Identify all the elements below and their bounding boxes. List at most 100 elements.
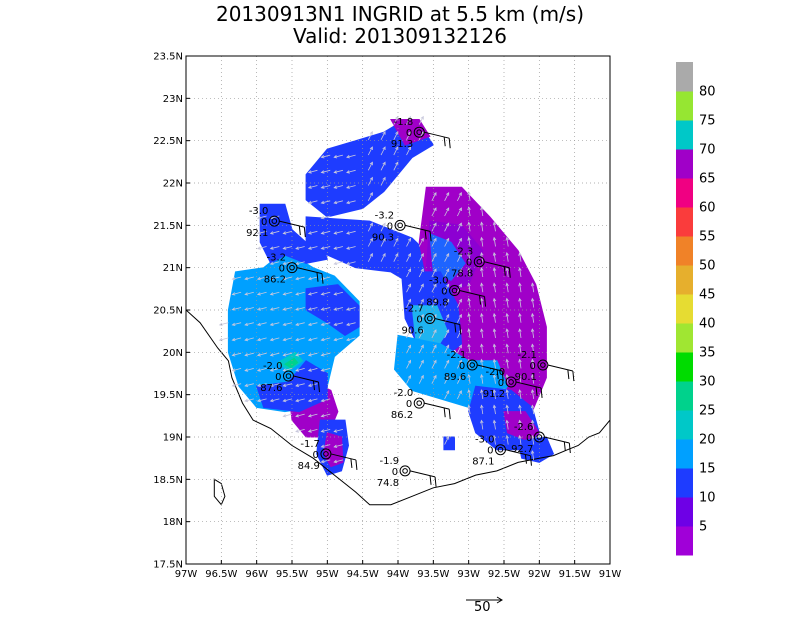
colorbar-label: 55 bbox=[699, 230, 716, 245]
station-u-value: -1.9 bbox=[380, 456, 400, 467]
station-speed-value: 91.2 bbox=[483, 389, 505, 400]
station-v-value: 0 bbox=[466, 258, 472, 269]
station-v-value: 0 bbox=[526, 433, 532, 444]
colorbar-label: 70 bbox=[699, 143, 716, 158]
colorbar: 5 10 15 20 25 30 35 40 45 50 55 60 65 70 75 80 bbox=[676, 62, 716, 556]
station-v-value: 0 bbox=[387, 221, 393, 232]
station-v-value: 0 bbox=[261, 217, 267, 228]
wind-speed-region bbox=[256, 360, 328, 413]
station-speed-value: 89.8 bbox=[426, 298, 448, 309]
x-tick-label: 95W bbox=[316, 569, 339, 580]
y-tick-label: 20.5N bbox=[153, 306, 183, 317]
colorbar-segment bbox=[676, 149, 693, 179]
station-u-value: -2.6 bbox=[514, 422, 534, 433]
colorbar-segment bbox=[676, 178, 693, 208]
station-v-value: 0 bbox=[416, 314, 422, 325]
colorbar-segment bbox=[676, 410, 693, 440]
x-tick-label: 95.5W bbox=[276, 569, 308, 580]
y-tick-label: 18N bbox=[163, 517, 183, 528]
colorbar-label: 20 bbox=[699, 433, 716, 448]
station-u-value: -2.3 bbox=[454, 247, 474, 258]
x-tick-label: 92W bbox=[528, 569, 551, 580]
station-v-value: 0 bbox=[498, 378, 504, 389]
y-axis-ticks: 17.5N 18N 18.5N 19N 19.5N 20N 20.5N 21N 21.5N 22N… bbox=[153, 52, 183, 571]
colorbar-segment bbox=[676, 468, 693, 498]
y-tick-label: 23.5N bbox=[153, 52, 183, 63]
colorbar-segment bbox=[676, 381, 693, 411]
reference-vector bbox=[466, 596, 503, 604]
colorbar-segment bbox=[676, 120, 693, 150]
y-tick-label: 20N bbox=[163, 348, 183, 359]
reference-vector-label: 50 bbox=[474, 600, 491, 615]
station-u-value: -2.0 bbox=[394, 388, 414, 399]
station-speed-value: 92.7 bbox=[511, 444, 533, 455]
station-v-value: 0 bbox=[529, 361, 535, 372]
colorbar-label: 75 bbox=[699, 114, 716, 129]
x-tick-label: 93.5W bbox=[417, 569, 449, 580]
station-u-value: -3.0 bbox=[475, 435, 495, 446]
y-tick-label: 21N bbox=[163, 263, 183, 274]
colorbar-segment bbox=[676, 62, 693, 92]
dropsonde-stations: -3.0092.1-3.2090.3-3.2086.2-2.3078.8-3.0… bbox=[246, 117, 575, 489]
y-tick-label: 22.5N bbox=[153, 136, 183, 147]
x-tick-label: 91W bbox=[599, 569, 622, 580]
colorbar-label: 25 bbox=[699, 404, 716, 419]
colorbar-segment bbox=[676, 294, 693, 324]
x-tick-label: 97W bbox=[175, 569, 198, 580]
station-u-value: -3.2 bbox=[375, 210, 395, 221]
colorbar-label: 40 bbox=[699, 317, 716, 332]
chart-subtitle: Valid: 201309132126 bbox=[293, 24, 507, 48]
chart-title: 20130913N1 INGRID at 5.5 km (m/s) bbox=[215, 2, 585, 26]
y-tick-label: 19.5N bbox=[153, 390, 183, 401]
wind-speed-region bbox=[305, 284, 360, 336]
station-u-value: -1.7 bbox=[300, 439, 320, 450]
station-v-value: 0 bbox=[392, 467, 398, 478]
x-tick-label: 93W bbox=[457, 569, 480, 580]
colorbar-label: 15 bbox=[699, 462, 716, 477]
station-v-value: 0 bbox=[275, 372, 281, 383]
station-v-value: 0 bbox=[487, 446, 493, 457]
colorbar-label: 35 bbox=[699, 346, 716, 361]
station-u-value: -3.0 bbox=[249, 206, 269, 217]
colorbar-label: 60 bbox=[699, 201, 716, 216]
station-v-value: 0 bbox=[406, 399, 412, 410]
station-u-value: -1.8 bbox=[394, 117, 414, 128]
colorbar-label: 50 bbox=[699, 259, 716, 274]
y-tick-label: 21.5N bbox=[153, 221, 183, 232]
station-speed-value: 87.1 bbox=[472, 457, 494, 468]
station-speed-value: 90.3 bbox=[372, 232, 394, 243]
colorbar-segment bbox=[676, 207, 693, 237]
coastline bbox=[186, 309, 610, 506]
station-speed-value: 86.2 bbox=[264, 275, 286, 286]
station-v-value: 0 bbox=[406, 128, 412, 139]
station-v-value: 0 bbox=[441, 287, 447, 298]
station-speed-value: 90.1 bbox=[515, 372, 537, 383]
colorbar-segment bbox=[676, 352, 693, 382]
x-tick-label: 92.5W bbox=[488, 569, 520, 580]
colorbar-segment bbox=[676, 526, 693, 556]
colorbar-segment bbox=[676, 323, 693, 353]
station-u-value: -2.7 bbox=[404, 303, 424, 314]
colorbar-segment bbox=[676, 439, 693, 469]
station-v-value: 0 bbox=[279, 264, 285, 275]
y-tick-label: 23N bbox=[163, 94, 183, 105]
coastline-path bbox=[186, 309, 610, 506]
colorbar-label: 5 bbox=[699, 520, 707, 535]
station-speed-value: 91.3 bbox=[391, 139, 413, 150]
station-speed-value: 78.8 bbox=[451, 269, 473, 280]
x-tick-label: 94W bbox=[387, 569, 410, 580]
